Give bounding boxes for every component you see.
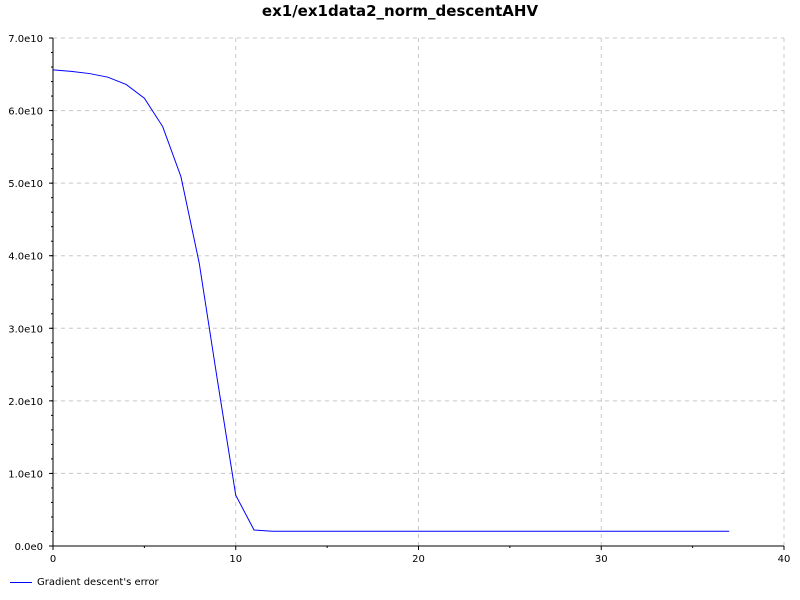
grid-lines [53, 37, 785, 546]
legend-swatch [10, 582, 32, 583]
x-tick-label: 0 [50, 554, 56, 565]
y-tick-label: 6.0e10 [8, 107, 43, 118]
x-tick-label: 20 [412, 554, 425, 565]
x-tick-label: 10 [229, 554, 242, 565]
legend: Gradient descent's error [10, 577, 159, 588]
y-tick-label: 5.0e10 [8, 179, 43, 190]
tick-labels: 0 10 20 30 40 0.0e0 1.0e10 2.0e10 3.0e10 4.0e10 5.… [8, 34, 790, 565]
y-tick-label: 1.0e10 [8, 469, 43, 480]
series-layer [52, 69, 730, 532]
chart-axes [49, 37, 785, 550]
y-tick-label: 7.0e10 [8, 34, 43, 45]
y-tick-label: 3.0e10 [8, 324, 43, 335]
y-tick-label: 4.0e10 [8, 252, 43, 263]
x-tick-label: 30 [595, 554, 608, 565]
chart-title: ex1/ex1data2_norm_descentAHV [261, 2, 539, 20]
x-tick-label: 40 [778, 554, 791, 565]
y-tick-label: 0.0e0 [15, 542, 43, 553]
y-tick-label: 2.0e10 [8, 397, 43, 408]
legend-label: Gradient descent's error [37, 577, 159, 588]
series-line-gradient-descent-error [52, 69, 730, 532]
